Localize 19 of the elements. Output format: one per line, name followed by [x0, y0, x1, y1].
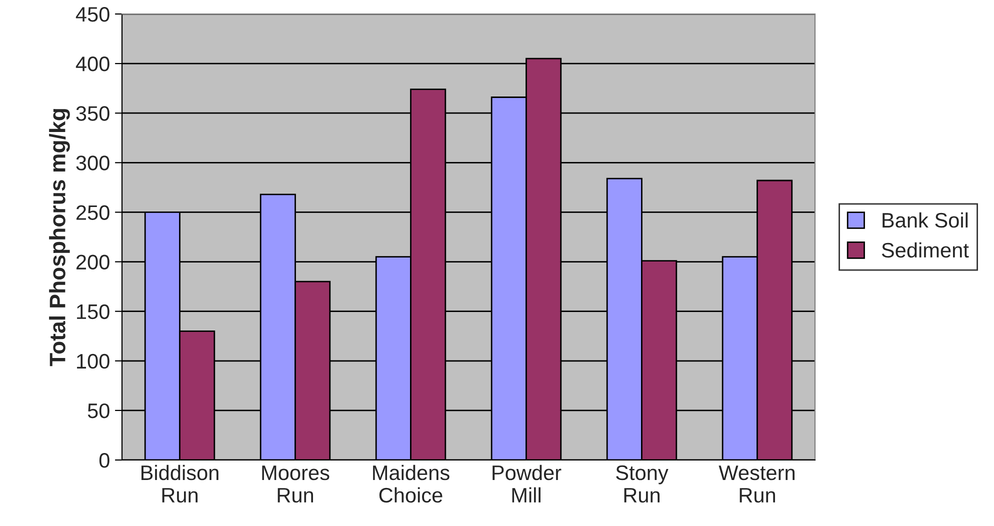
x-tick-label: Western Run [718, 466, 794, 503]
y-tick-label: 100 [77, 354, 110, 369]
legend-label: Bank Soil [882, 212, 968, 228]
y-tick-label: 350 [76, 106, 110, 121]
y-tick-label: 250 [76, 205, 110, 220]
x-tick-label: Powder Mill [492, 464, 562, 502]
x-tick-label: Moores Run [262, 466, 330, 503]
y-tick-label: 300 [76, 156, 110, 170]
x-tick-label: Maidens Choice [373, 464, 450, 503]
x-tick-label: Biddison Run [142, 464, 218, 503]
y-tick-label: 150 [77, 304, 110, 320]
y-tick-label: 200 [76, 254, 110, 270]
y-axis-title: Total Phosphorus mg/kg [49, 109, 70, 366]
legend-label: Sediment [882, 242, 969, 258]
x-tick-label: Stony Run [616, 465, 668, 503]
y-tick-label: 400 [76, 56, 110, 72]
y-tick-label: 50 [88, 403, 110, 418]
y-tick-label: 450 [76, 7, 110, 22]
y-tick-label: 0 [99, 453, 110, 468]
